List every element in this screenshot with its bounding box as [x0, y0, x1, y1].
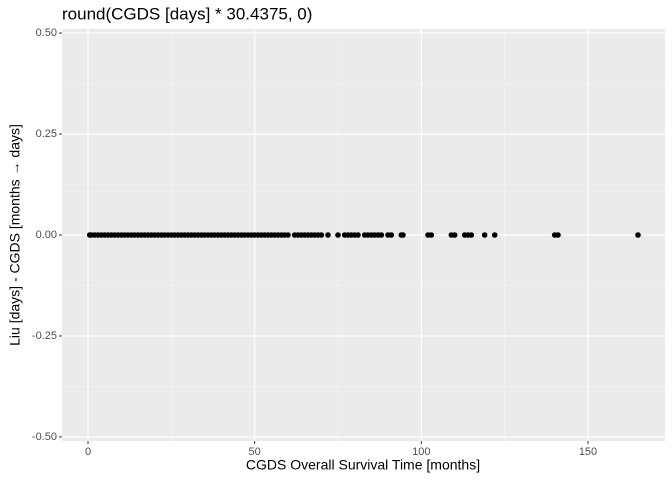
- y-tick-label: -0.50: [32, 431, 57, 443]
- point: [491, 232, 498, 238]
- y-tick-label: -0.25: [32, 330, 57, 342]
- point: [481, 232, 488, 238]
- point: [428, 232, 435, 238]
- point: [285, 232, 291, 238]
- chart-title: round(CGDS [days] * 30.4375, 0): [62, 4, 312, 23]
- y-tick-label: 0.25: [36, 128, 57, 140]
- point: [325, 232, 331, 238]
- x-tick-label: 50: [249, 446, 261, 458]
- point: [555, 232, 561, 238]
- x-tick-label: 0: [85, 446, 91, 458]
- point: [335, 232, 341, 238]
- y-tick-label: 0.50: [36, 27, 57, 39]
- x-tick-label: 100: [412, 446, 430, 458]
- point: [635, 232, 641, 238]
- point: [400, 232, 406, 238]
- point: [355, 232, 361, 238]
- y-axis-title: Liu [days] - CGDS [months → days]: [7, 124, 23, 346]
- point: [388, 232, 395, 238]
- point: [451, 232, 458, 238]
- point: [318, 232, 325, 238]
- x-tick-label: 150: [579, 446, 597, 458]
- point: [378, 232, 385, 238]
- point: [468, 232, 475, 238]
- x-axis-title: CGDS Overall Survival Time [months]: [246, 457, 480, 473]
- y-tick-label: 0.00: [36, 229, 57, 241]
